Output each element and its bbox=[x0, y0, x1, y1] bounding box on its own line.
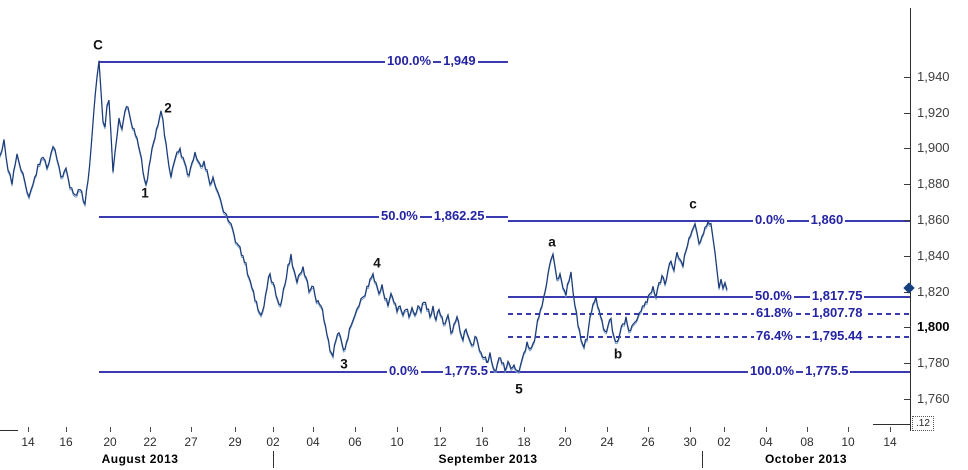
fib-label-price: 1,775.5 bbox=[803, 363, 851, 378]
fib-label-100.0%: 100.0% 1,775.5 bbox=[748, 363, 851, 379]
wave-label-a: a bbox=[548, 234, 556, 250]
fib-level-line-61.8% bbox=[508, 313, 910, 315]
fib-label-percent: 0.0% bbox=[387, 363, 421, 378]
fib-label-100.0%: 100.0% 1,949 bbox=[385, 53, 478, 69]
fib-label-50.0%: 50.0% 1,862.25 bbox=[379, 208, 487, 224]
fib-label-0.0%: 0.0% 1,860 bbox=[753, 212, 846, 228]
fib-label-price: 1,862.25 bbox=[431, 208, 487, 223]
fib-label-percent: 100.0% bbox=[385, 53, 434, 68]
fib-label-price: 1,817.75 bbox=[809, 288, 865, 303]
wave-label-5: 5 bbox=[515, 381, 523, 397]
fib-level-line-0.0% bbox=[508, 220, 910, 222]
fib-label-price: 1,807.78 bbox=[809, 305, 865, 320]
wave-label-C: C bbox=[93, 37, 103, 53]
wave-label-1: 1 bbox=[141, 185, 149, 201]
fib-label-percent: 100.0% bbox=[748, 363, 797, 378]
price-line-chart bbox=[0, 60, 728, 375]
wave-label-3: 3 bbox=[340, 356, 348, 372]
fib-label-price: 1,860 bbox=[808, 212, 846, 227]
fib-label-percent: 76.4% bbox=[754, 328, 795, 343]
fib-label-50.0%: 50.0% 1,817.75 bbox=[753, 288, 865, 304]
fib-level-line-50.0% bbox=[508, 296, 910, 298]
fib-label-percent: 0.0% bbox=[753, 212, 787, 227]
interval-box: .12 bbox=[912, 416, 934, 431]
fib-level-line-100.0% bbox=[99, 61, 508, 63]
wave-label-2: 2 bbox=[164, 100, 172, 116]
wave-label-c: c bbox=[689, 196, 697, 212]
fib-label-price: 1,949 bbox=[441, 53, 478, 68]
fib-label-percent: 50.0% bbox=[379, 208, 420, 223]
fib-label-76.4%: 76.4% 1,795.44 bbox=[754, 328, 865, 344]
fib-label-price: 1,795.44 bbox=[809, 328, 865, 343]
fib-label-percent: 50.0% bbox=[753, 288, 794, 303]
fib-level-line-76.4% bbox=[508, 336, 910, 338]
wave-label-4: 4 bbox=[373, 255, 381, 271]
fib-label-0.0%: 0.0% 1,775.5 bbox=[387, 363, 491, 379]
fib-label-price: 1,775.5 bbox=[442, 363, 491, 378]
price-line bbox=[0, 60, 728, 373]
fib-level-line-50.0% bbox=[99, 216, 508, 218]
fib-level-line-100.0% bbox=[508, 371, 910, 373]
wave-label-b: b bbox=[613, 346, 623, 362]
fib-label-percent: 61.8% bbox=[754, 305, 795, 320]
fib-label-61.8%: 61.8% 1,807.78 bbox=[754, 305, 865, 321]
